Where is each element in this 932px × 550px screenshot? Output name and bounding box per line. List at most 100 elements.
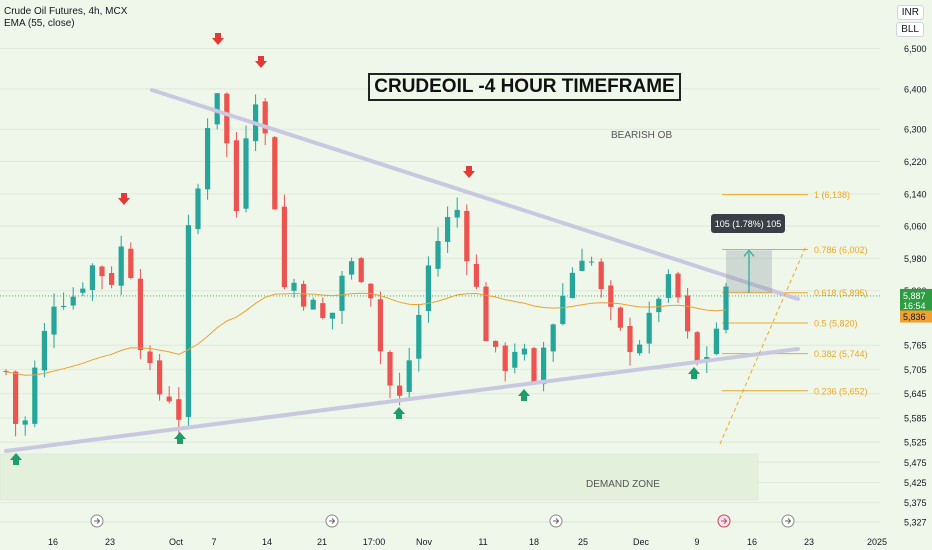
candle-body [80, 288, 86, 293]
y-tick-label: 6,400 [904, 84, 927, 94]
candle-body [128, 248, 134, 278]
symbol-title[interactable]: Crude Oil Futures, 4h, MCX [4, 6, 128, 17]
candle-body [349, 261, 355, 275]
last-price-value: 5,887 [903, 291, 926, 301]
candle-body [425, 265, 431, 312]
candle-body [368, 283, 374, 299]
candle-body [61, 305, 67, 308]
y-tick-label: 6,060 [904, 222, 927, 232]
x-tick-label: 25 [578, 537, 588, 547]
x-tick-label: 16 [747, 537, 757, 547]
event-arrow [329, 518, 336, 524]
fib-label: 0.618 (5,895) [814, 288, 868, 298]
measure-tool[interactable]: 105 (1.78%) 105 [711, 214, 785, 293]
candle-body [214, 93, 220, 125]
candle-body [416, 314, 422, 359]
candle-body [512, 351, 518, 368]
candle-body [157, 360, 163, 395]
x-tick-label: 11 [478, 537, 487, 547]
currency-badge[interactable]: INR [896, 5, 924, 20]
fibonacci-levels: 1 (6,138) 0.786 (6,002) 0.618 (5,895) 0.5 (… [0, 190, 880, 396]
y-tick-label: 5,425 [904, 478, 927, 488]
candle-body [377, 299, 383, 352]
y-tick-label: 5,525 [904, 438, 927, 448]
candle-body [685, 295, 691, 332]
ema-price-tag [900, 310, 932, 323]
x-tick-label: 7 [211, 537, 216, 547]
candle-body [406, 360, 412, 392]
x-tick-label: 14 [262, 537, 272, 547]
bullish-arrow [10, 453, 22, 465]
candle-body [646, 312, 652, 344]
x-tick-label: 23 [804, 537, 814, 547]
measure-tooltip-box [711, 214, 785, 233]
projection-line [719, 245, 807, 445]
candle-body [675, 273, 681, 298]
axes: 6,5006,4006,3006,2206,1406,0605,9805,900… [48, 44, 932, 547]
candle-body [521, 348, 527, 355]
x-tick-label: 18 [529, 537, 539, 547]
bearish-arrow [118, 193, 130, 205]
candle-body [713, 328, 719, 355]
candle-body [147, 351, 153, 364]
x-tick-label: Nov [416, 537, 433, 547]
y-tick-label: 5,327 [904, 518, 927, 528]
candle-body [310, 299, 316, 310]
measure-tooltip-text: 105 (1.78%) 105 [715, 219, 782, 229]
candle-body [704, 357, 710, 360]
y-tick-label: 5,980 [904, 254, 927, 264]
event-arrow [785, 518, 792, 524]
candle-body [560, 295, 566, 324]
bullish-arrow [518, 389, 530, 401]
candle-body [435, 241, 441, 269]
x-tick-label: 9 [694, 537, 699, 547]
candle-body [637, 344, 643, 354]
candle-body [608, 285, 614, 307]
candle-body [301, 283, 307, 307]
candle-body [243, 138, 249, 209]
candle-body [339, 275, 345, 311]
candle-body [589, 261, 595, 263]
candle-body [502, 345, 508, 372]
candle-body [13, 371, 19, 424]
bearish-ob-label: BEARISH OB [611, 130, 673, 141]
candle-body [118, 246, 124, 286]
upper-trendline[interactable] [150, 88, 800, 301]
candle-body [579, 260, 585, 271]
candle-body [723, 286, 729, 330]
x-tick-label: Oct [169, 537, 184, 547]
x-tick-label: Dec [633, 537, 650, 547]
candle-body [627, 325, 633, 353]
candle-body [541, 347, 547, 385]
y-tick-label: 5,645 [904, 389, 927, 399]
candle-body [473, 263, 479, 287]
candle-body [694, 332, 700, 364]
event-arrow [721, 518, 728, 524]
y-tick-label: 6,500 [904, 44, 927, 54]
candle-body [224, 93, 230, 144]
candle-body [205, 128, 211, 190]
candle-body [329, 312, 335, 319]
candle-body [550, 324, 556, 352]
indicator-label[interactable]: EMA (55, close) [4, 18, 75, 29]
bullish-arrow [688, 367, 700, 379]
candle-body [22, 420, 28, 425]
lower-trendline[interactable] [4, 347, 800, 453]
bearish-arrow [255, 56, 267, 68]
candle-body [166, 396, 172, 402]
candle-body [617, 307, 623, 328]
candle-body [176, 399, 182, 420]
unit-badge[interactable]: BLL [896, 22, 924, 37]
demand-zone-label: DEMAND ZONE [586, 479, 660, 490]
candle-body [70, 296, 76, 306]
candle-body [397, 385, 403, 396]
x-tick-label: 21 [317, 537, 327, 547]
x-tick-label: 2025 [867, 537, 887, 547]
signal-arrows [10, 33, 700, 465]
ema-price-value: 5,836 [903, 312, 926, 322]
candle-body [137, 278, 143, 351]
candle-body [387, 352, 393, 386]
candle-body [291, 282, 297, 291]
candle-body [262, 101, 268, 134]
candle-body [483, 286, 489, 342]
